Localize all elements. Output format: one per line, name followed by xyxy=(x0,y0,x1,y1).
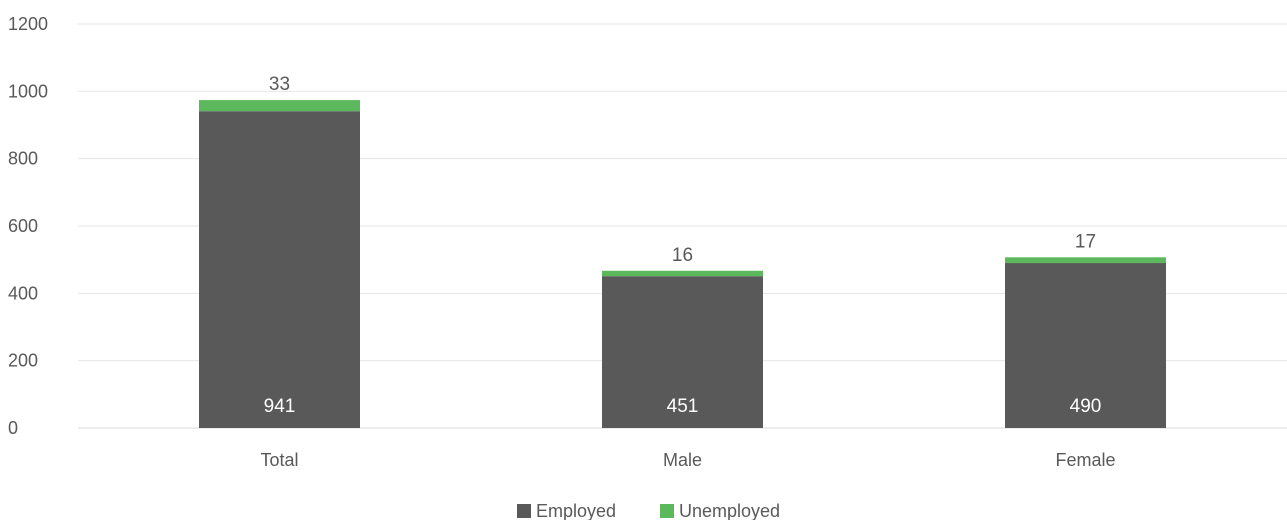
y-tick-label: 400 xyxy=(8,283,38,303)
y-tick-label: 1200 xyxy=(8,14,48,34)
data-label-unemployed: 16 xyxy=(672,245,693,266)
bars xyxy=(199,100,1166,429)
legend-label-employed: Employed xyxy=(536,501,616,520)
data-label-employed: 490 xyxy=(1070,396,1102,417)
x-axis-categories: Total Male Female xyxy=(260,450,1115,470)
y-tick-label: 800 xyxy=(8,149,38,169)
y-axis-ticks: 0 200 400 600 800 1000 1200 xyxy=(8,14,48,438)
bar-employed-male xyxy=(602,276,763,428)
x-category-label: Total xyxy=(260,450,298,470)
bar-unemployed-male xyxy=(602,270,763,277)
data-label-unemployed: 17 xyxy=(1075,231,1096,252)
y-tick-label: 1000 xyxy=(8,81,48,101)
legend-label-unemployed: Unemployed xyxy=(679,501,780,520)
x-category-label: Female xyxy=(1055,450,1115,470)
legend-swatch-employed xyxy=(517,504,531,518)
data-label-unemployed: 33 xyxy=(269,74,290,95)
data-labels: 941 33 451 16 490 17 xyxy=(264,74,1102,417)
y-tick-label: 600 xyxy=(8,216,38,236)
legend: Employed Unemployed xyxy=(517,501,780,520)
data-label-employed: 941 xyxy=(264,396,296,417)
x-category-label: Male xyxy=(663,450,702,470)
bar-unemployed-total xyxy=(199,100,360,112)
bar-employed-female xyxy=(1005,263,1166,428)
bar-unemployed-female xyxy=(1005,257,1166,264)
data-label-employed: 451 xyxy=(667,396,699,417)
legend-swatch-unemployed xyxy=(660,504,674,518)
bar-employed-total xyxy=(199,111,360,429)
y-tick-label: 0 xyxy=(8,418,18,438)
y-tick-label: 200 xyxy=(8,351,38,371)
